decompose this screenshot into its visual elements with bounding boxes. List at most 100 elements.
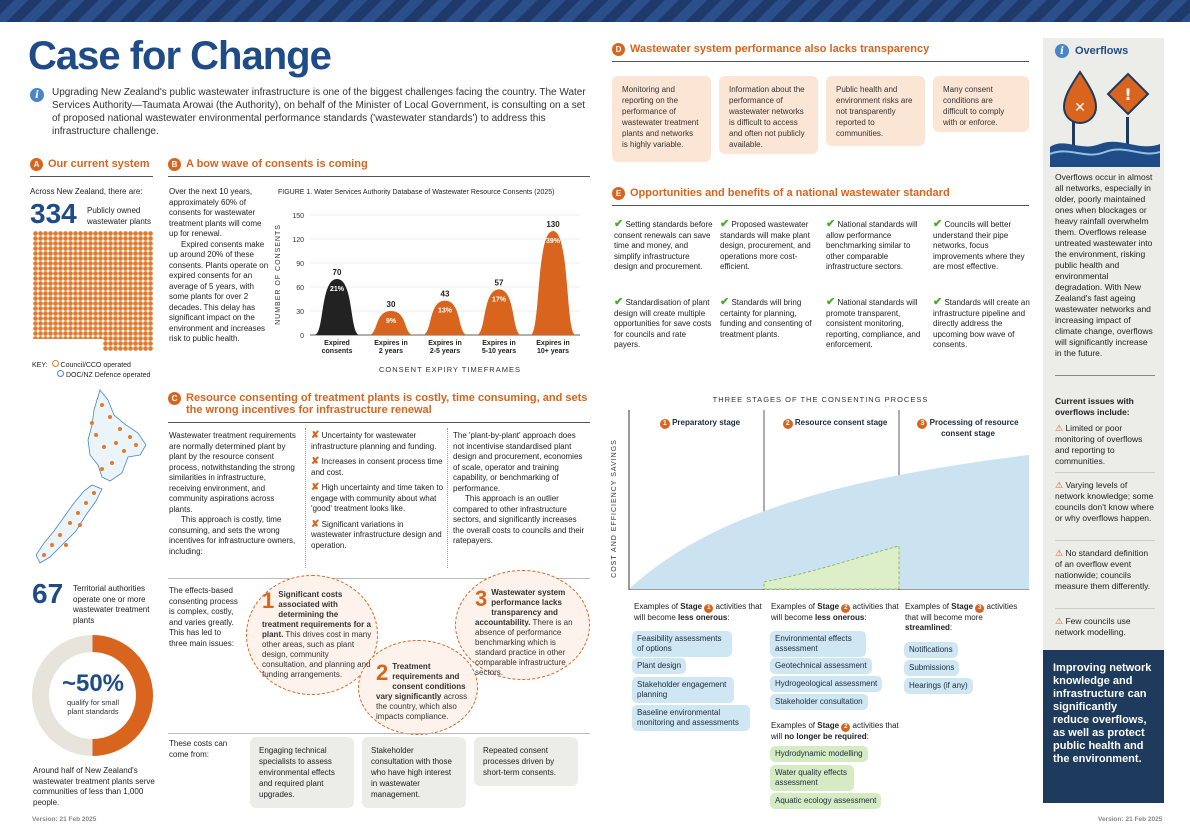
- key-doc: DOC/NZ Defence operated: [66, 372, 151, 379]
- issue-block-3: 3 Wastewater system performance lacks tra…: [475, 588, 585, 678]
- stage-2-label: 2 Resource consent stage: [775, 418, 895, 429]
- effects-text: The effects-based consenting process is …: [169, 586, 238, 648]
- stage2-removed-pill: Hydrodynamic modelling: [770, 746, 868, 762]
- percent-label: 17%: [492, 296, 507, 303]
- y-tick-label: 0: [300, 333, 304, 340]
- divider: [1055, 608, 1155, 609]
- percent-label: 21%: [330, 286, 345, 293]
- streamlined: streamlined: [905, 623, 950, 633]
- issue-3-bubble: [455, 570, 590, 680]
- divider: [168, 176, 590, 177]
- check-icon: ✔: [720, 218, 730, 230]
- badge-c: C: [168, 392, 181, 405]
- ex-more: activities that will become more: [905, 602, 1018, 622]
- key-label: KEY:: [32, 362, 48, 369]
- ex-prefix: Examples of: [905, 602, 950, 611]
- divider: [1055, 540, 1155, 541]
- transparency-card-2: Information about the performance of was…: [719, 76, 818, 154]
- stage-3-examples-lead: Examples of Stage 3 activities that will…: [905, 602, 1018, 633]
- percent-label: 9%: [386, 318, 397, 325]
- stage2-pill: Geotechnical assessment: [770, 658, 872, 674]
- transparency-card-3: Public health and environment risks are …: [826, 76, 925, 146]
- ta-count: 67: [32, 578, 64, 609]
- stage3-pill: Hearings (if any): [904, 678, 973, 694]
- stage2-pill: Environmental effects assessment: [770, 631, 866, 657]
- cost-card-2: Stakeholder consultation with those who …: [362, 737, 466, 808]
- key-council: Council/CCO operated: [60, 362, 131, 369]
- y-tick-label: 60: [296, 285, 304, 292]
- half-plants-donut: [32, 635, 153, 756]
- stage1-pill: Plant design: [632, 658, 687, 674]
- issue-2-body: across the country, which also impacts c…: [376, 692, 468, 721]
- stage-2-badge: 2: [782, 419, 793, 429]
- overflows-callout: Improving network knowledge and infrastr…: [1043, 650, 1164, 803]
- section-c-right: The 'plant-by-plant' approach does not i…: [453, 431, 588, 547]
- plants-dot-grid: [33, 231, 153, 351]
- stage-badge: 2: [841, 603, 851, 613]
- divider: [1055, 472, 1155, 473]
- stages-title: THREE STAGES OF THE CONSENTING PROCESS: [712, 395, 929, 404]
- cross-icon: ✘: [311, 482, 320, 493]
- x-tick-label: 5-10 years: [482, 348, 516, 355]
- opportunity-4: ✔ Councils will better understand their …: [933, 219, 1033, 273]
- x-tick-label: Expired: [324, 340, 350, 347]
- issue-2: Increases in consent process time and co…: [311, 457, 443, 477]
- stage1-pill: Stakeholder engagement planning: [632, 677, 734, 703]
- version-right: Version: 21 Feb 2025: [1098, 816, 1163, 823]
- stages-diagram: [628, 410, 1029, 590]
- less-onerous: less onerous: [678, 612, 728, 622]
- cross-icon: ✘: [311, 430, 320, 441]
- stage-1-title: Preparatory stage: [672, 418, 741, 427]
- opportunity-7: ✔ National standards will promote transp…: [826, 297, 926, 351]
- costs-lead: These costs can come from:: [169, 739, 228, 759]
- info-icon: i: [30, 88, 44, 102]
- check-icon: ✔: [933, 218, 943, 230]
- stage-badge: 3: [975, 603, 985, 613]
- stage-3-label: 3 Processing of resource consent stage: [908, 418, 1028, 439]
- stage-1-label: 1 Preparatory stage: [640, 418, 760, 429]
- section-d-heading: D Wastewater system performance also lack…: [612, 43, 929, 56]
- section-c-p1: Wastewater treatment requirements are no…: [169, 431, 296, 514]
- issue-1-heading: Significant costs associated with determ…: [262, 590, 371, 639]
- check-icon: ✔: [720, 296, 730, 308]
- issues-list: ✘ Uncertainty for wastewater infrastruct…: [311, 430, 446, 551]
- overflow-issue-4-text: Few councils use network modelling.: [1055, 616, 1131, 637]
- x-tick-label: 10+ years: [537, 348, 569, 355]
- overflows-heading: i Overflows: [1055, 44, 1128, 58]
- opportunity-7-text: National standards will promote transpar…: [826, 298, 921, 349]
- council-key-icon: [51, 360, 59, 367]
- no-longer: no longer be required: [784, 731, 867, 741]
- check-icon: ✔: [614, 218, 624, 230]
- stage-badge: 2: [841, 722, 851, 732]
- svg-text:!: !: [1124, 85, 1131, 104]
- overflow-issue-1-text: Limited or poor monitoring of overflows …: [1055, 423, 1143, 466]
- cross-icon: ✘: [311, 456, 320, 467]
- stage-2-title: Resource consent stage: [794, 418, 888, 427]
- section-e-title: Opportunities and benefits of a national…: [630, 187, 950, 199]
- issue-1-number: 1: [262, 588, 275, 613]
- y-tick-label: 90: [296, 261, 304, 268]
- divider: [447, 428, 448, 568]
- overflows-title: Overflows: [1075, 45, 1129, 57]
- ex-stage: Stage: [680, 602, 703, 611]
- overflow-issue-4: ⚠ Few councils use network modelling.: [1055, 616, 1155, 638]
- y-axis-title: NUMBER OF CONSENTS: [274, 223, 282, 325]
- section-a-lead: Across New Zealand, there are:: [30, 187, 143, 196]
- issue-1-body: This drives cost in many other areas, su…: [262, 630, 372, 679]
- doc-key-icon: [57, 370, 64, 377]
- transparency-card-4: Many consent conditions are difficult to…: [933, 76, 1029, 132]
- cost-card-1: Engaging technical specialists to assess…: [250, 737, 354, 808]
- section-c-heading: C Resource consenting of treatment plants…: [168, 392, 588, 416]
- less-onerous: less onerous: [815, 612, 865, 622]
- overflow-issue-2-text: Varying levels of network knowledge; som…: [1055, 480, 1154, 523]
- value-label: 57: [495, 278, 504, 287]
- opportunity-6-text: Standards will bring certainty for plann…: [720, 298, 812, 339]
- overflow-issue-3: ⚠ No standard definition of an overflow …: [1055, 548, 1155, 592]
- section-b-title: A bow wave of consents is coming: [186, 158, 368, 170]
- issue-block-2: 2 Treatment requirements and consent cond…: [376, 662, 476, 722]
- cross-icon: ✘: [311, 518, 320, 530]
- stage2-removed-pill: Aquatic ecology assessment: [770, 793, 882, 809]
- issue-4: Significant variations in wastewater inf…: [311, 519, 442, 550]
- issue-2-number: 2: [376, 660, 389, 685]
- bar-0: [314, 279, 360, 335]
